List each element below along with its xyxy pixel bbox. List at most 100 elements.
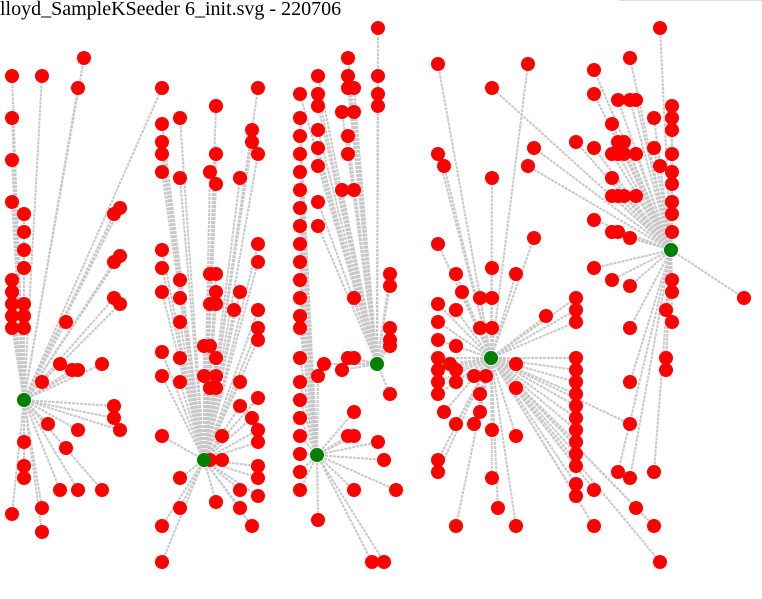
edge	[490, 357, 577, 485]
node	[5, 195, 19, 209]
node	[293, 393, 307, 407]
node	[623, 279, 637, 293]
edge	[316, 454, 385, 563]
graph-title: lloyd_SampleKSeeder 6_init.svg - 220706	[0, 0, 342, 20]
node	[587, 519, 601, 533]
node	[113, 423, 127, 437]
node	[17, 435, 31, 449]
edge	[11, 117, 25, 401]
node	[485, 171, 499, 185]
node	[587, 483, 601, 497]
edge	[533, 147, 672, 251]
node	[173, 351, 187, 365]
node	[5, 111, 19, 125]
node	[665, 123, 679, 137]
edge	[203, 387, 217, 461]
node	[35, 69, 49, 83]
edge	[317, 165, 378, 365]
node	[293, 429, 307, 443]
node	[383, 339, 397, 353]
node	[59, 441, 73, 455]
node	[569, 315, 583, 329]
node	[17, 207, 31, 221]
node	[347, 183, 361, 197]
node	[665, 225, 679, 239]
edge	[23, 87, 163, 401]
edge	[490, 357, 577, 371]
edge	[611, 249, 672, 281]
node	[347, 351, 361, 365]
node	[233, 501, 247, 515]
node	[17, 243, 31, 257]
node	[455, 285, 469, 299]
edge	[437, 357, 492, 461]
node	[623, 471, 637, 485]
edge	[161, 249, 205, 461]
node	[431, 297, 445, 311]
edge	[670, 249, 745, 299]
node	[293, 165, 307, 179]
node	[665, 195, 679, 209]
edge	[437, 303, 492, 359]
node	[107, 411, 121, 425]
edge	[670, 231, 673, 251]
node	[251, 471, 265, 485]
node	[293, 375, 307, 389]
node	[251, 81, 265, 95]
edge	[23, 363, 103, 401]
edge	[316, 454, 373, 563]
node	[389, 483, 403, 497]
edge	[23, 207, 121, 401]
node	[521, 57, 535, 71]
node	[341, 129, 355, 143]
edge	[490, 273, 517, 359]
node	[293, 111, 307, 125]
node	[623, 51, 637, 65]
node	[509, 357, 523, 371]
node	[383, 267, 397, 281]
edge	[161, 375, 205, 461]
cluster-center-node	[310, 448, 324, 462]
node	[569, 459, 583, 473]
edge	[203, 417, 253, 461]
node	[587, 141, 601, 155]
node	[605, 117, 619, 131]
node	[347, 483, 361, 497]
node	[569, 447, 583, 461]
node	[569, 135, 583, 149]
node	[665, 147, 679, 161]
edge	[203, 153, 259, 461]
center-layer	[17, 243, 678, 467]
node	[251, 255, 265, 269]
edge	[203, 327, 259, 461]
edge	[490, 297, 577, 359]
edge	[23, 399, 115, 407]
node	[629, 147, 643, 161]
node	[569, 375, 583, 389]
node	[569, 351, 583, 365]
node	[17, 321, 31, 335]
node	[293, 129, 307, 143]
node	[71, 363, 85, 377]
node	[569, 423, 583, 437]
node	[95, 357, 109, 371]
node	[527, 231, 541, 245]
node	[251, 147, 265, 161]
node	[155, 165, 169, 179]
node	[35, 375, 49, 389]
node	[173, 111, 187, 125]
node	[293, 351, 307, 365]
edge	[353, 189, 378, 365]
edge	[317, 225, 378, 365]
edge	[316, 375, 319, 456]
node	[431, 147, 445, 161]
node	[155, 243, 169, 257]
node	[629, 189, 643, 203]
node	[77, 51, 91, 65]
edge	[11, 327, 25, 401]
node	[251, 237, 265, 251]
node	[17, 261, 31, 275]
node	[17, 309, 31, 323]
node	[371, 87, 385, 101]
node	[53, 483, 67, 497]
